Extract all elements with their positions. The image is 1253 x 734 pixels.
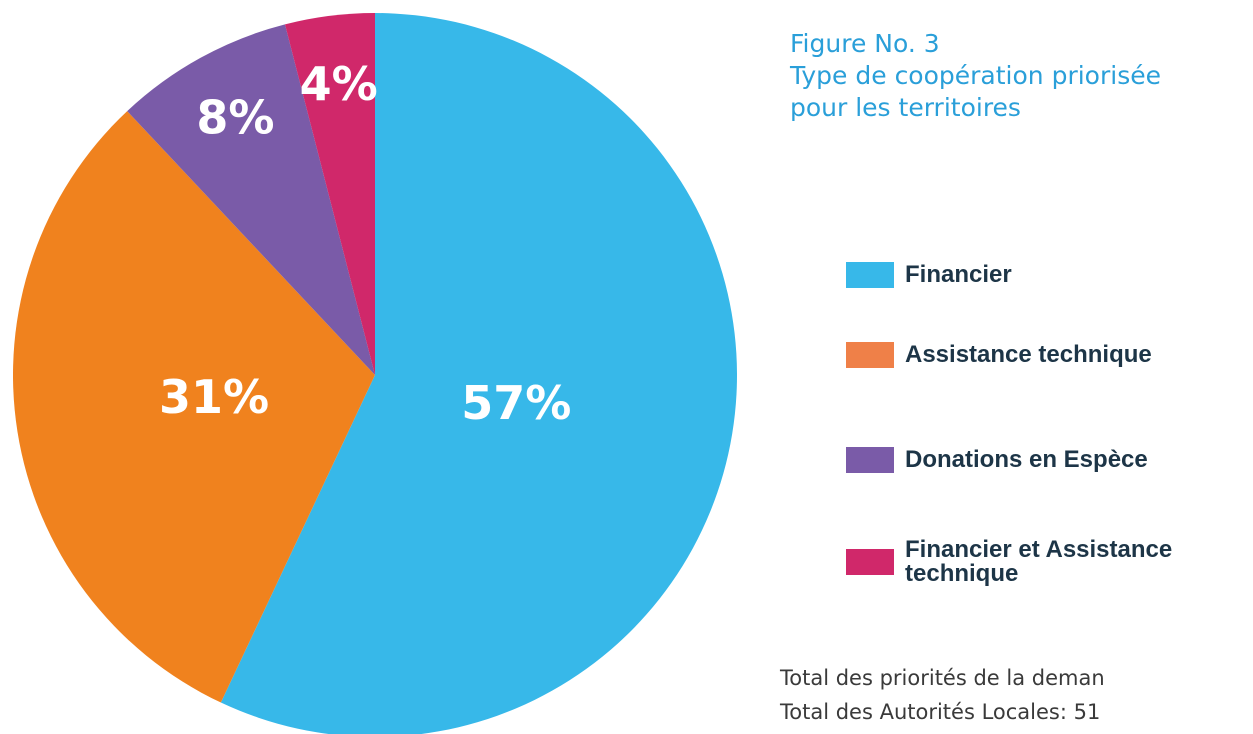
pie-slice [12,111,375,703]
slices [12,12,738,734]
legend-item: Financier et Assistance technique [846,538,1245,586]
legend-item: Financier [846,262,1245,288]
legend-label: Assistance technique [905,341,1152,368]
legend-swatch [846,262,894,288]
legend-label: Financier et Assistance technique [905,536,1173,587]
legend-item: Donations en Espèce [846,447,1245,473]
note: Total des priorités de la deman [780,666,1105,690]
chart-subtitle: pour les territoires [790,93,1021,122]
slice-label: 8% [196,91,274,145]
chart-title: Figure No. 3 [790,29,940,58]
pie-slice [127,24,376,376]
legend-item: Assistance technique [846,342,1245,368]
legend-swatch [846,342,894,368]
slice-label: 4% [300,57,378,111]
slice-label: 57% [461,376,571,430]
legend-label: Donations en Espèce [905,446,1148,473]
note: Total des Autorités Locales: 51 [780,700,1101,724]
chart-subtitle: Type de coopération priorisée [790,61,1161,90]
pie-slice [284,12,375,375]
pie-slice [220,13,738,734]
legend-label: Financier [905,261,1012,288]
slice-label: 31% [159,370,269,424]
legend-swatch [846,549,894,575]
legend-swatch [846,447,894,473]
slice-labels: 57% 31% 8% 4% [159,57,571,430]
